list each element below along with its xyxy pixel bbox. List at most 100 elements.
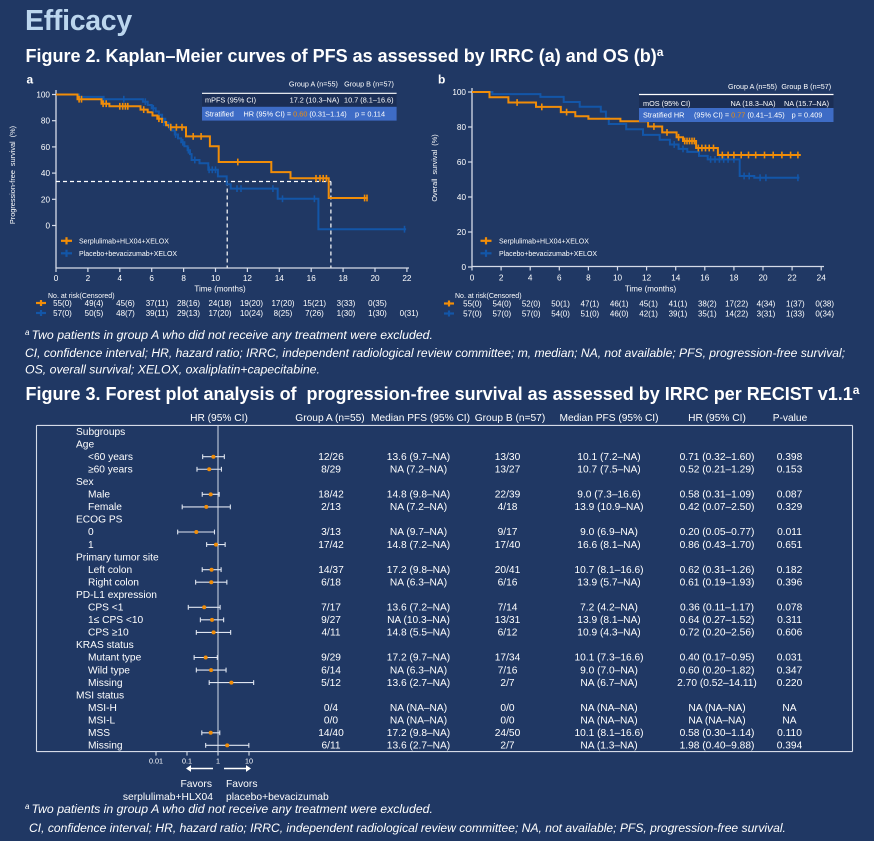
svg-text:NA (7.2–NA): NA (7.2–NA) — [390, 464, 447, 475]
svg-text:20: 20 — [758, 274, 768, 283]
svg-text:0.087: 0.087 — [777, 490, 803, 501]
svg-text:4: 4 — [118, 274, 123, 283]
svg-text:6/14: 6/14 — [321, 665, 341, 676]
svg-text:24: 24 — [817, 274, 827, 283]
svg-text:16: 16 — [307, 274, 317, 283]
svg-text:Mutant type: Mutant type — [88, 653, 142, 664]
svg-text:7/14: 7/14 — [498, 603, 518, 614]
svg-text:16.6 (8.1–NA): 16.6 (8.1–NA) — [577, 540, 640, 551]
svg-text:Subgroups: Subgroups — [76, 427, 125, 438]
svg-text:0.031: 0.031 — [777, 653, 803, 664]
svg-text:0.52 (0.21–1.29): 0.52 (0.21–1.29) — [680, 464, 755, 475]
svg-text:9.0 (7.3–16.6): 9.0 (7.3–16.6) — [577, 490, 640, 501]
svg-text:10.9 (4.3–NA): 10.9 (4.3–NA) — [577, 628, 640, 639]
svg-text:51(0): 51(0) — [581, 310, 600, 319]
svg-text:8/29: 8/29 — [321, 464, 341, 475]
svg-text:10: 10 — [245, 757, 253, 766]
svg-text:Serplulimab+HLX04+XELOX: Serplulimab+HLX04+XELOX — [499, 239, 589, 246]
svg-text:0.61 (0.19–1.93): 0.61 (0.19–1.93) — [680, 577, 755, 588]
svg-text:50(1): 50(1) — [551, 300, 570, 309]
svg-text:13/31: 13/31 — [495, 615, 521, 626]
svg-text:No. at risk(Censored): No. at risk(Censored) — [455, 293, 522, 300]
svg-text:17.2 (9.8–NA): 17.2 (9.8–NA) — [387, 565, 450, 576]
svg-text:13/27: 13/27 — [495, 464, 521, 475]
svg-text:13/30: 13/30 — [495, 452, 521, 463]
svg-text:1: 1 — [88, 540, 94, 551]
svg-text:0.62 (0.31–1.26): 0.62 (0.31–1.26) — [680, 565, 755, 576]
svg-text:17/34: 17/34 — [495, 653, 521, 664]
svg-text:0.078: 0.078 — [777, 603, 803, 614]
svg-text:57(0): 57(0) — [522, 310, 541, 319]
svg-text:CPS ≥10: CPS ≥10 — [88, 628, 129, 639]
svg-text:1≤ CPS <10: 1≤ CPS <10 — [88, 615, 143, 626]
svg-text:NA (10.3–NA): NA (10.3–NA) — [387, 615, 450, 626]
svg-text:0.394: 0.394 — [777, 741, 803, 752]
svg-text:ECOG PS: ECOG PS — [76, 515, 123, 526]
svg-text:24/50: 24/50 — [495, 728, 521, 739]
svg-text:Missing: Missing — [88, 678, 123, 689]
svg-text:46(0): 46(0) — [610, 310, 629, 319]
svg-text:17/42: 17/42 — [318, 540, 344, 551]
svg-text:0.398: 0.398 — [777, 452, 803, 463]
svg-text:1.98 (0.40–9.88): 1.98 (0.40–9.88) — [680, 741, 755, 752]
svg-text:19(20): 19(20) — [240, 299, 263, 308]
svg-text:7/16: 7/16 — [498, 665, 518, 676]
svg-text:100: 100 — [452, 88, 466, 97]
svg-text:47(1): 47(1) — [581, 300, 600, 309]
svg-text:29(13): 29(13) — [177, 309, 200, 318]
svg-text:3(31): 3(31) — [757, 310, 776, 319]
svg-text:NA (9.7–NA): NA (9.7–NA) — [390, 527, 447, 538]
svg-text:1(33): 1(33) — [786, 310, 805, 319]
svg-text:mPFS (95% CI): mPFS (95% CI) — [205, 95, 256, 104]
svg-text:10: 10 — [613, 274, 623, 283]
svg-text:Male: Male — [88, 490, 110, 501]
svg-text:0.329: 0.329 — [777, 502, 803, 513]
svg-text:0: 0 — [45, 222, 50, 231]
svg-text:10.1 (7.2–NA): 10.1 (7.2–NA) — [577, 452, 640, 463]
svg-text:0.58 (0.30–1.14): 0.58 (0.30–1.14) — [680, 728, 755, 739]
svg-text:1(30): 1(30) — [368, 309, 387, 318]
svg-text:Placebo+bevacizumab+XELOX: Placebo+bevacizumab+XELOX — [499, 251, 597, 258]
svg-text:60: 60 — [41, 143, 51, 152]
svg-text:1: 1 — [216, 757, 220, 766]
svg-text:20: 20 — [41, 195, 51, 204]
svg-text:12: 12 — [243, 274, 253, 283]
svg-text:NA (NA–NA): NA (NA–NA) — [688, 703, 745, 714]
svg-text:Female: Female — [88, 502, 122, 513]
svg-text:49(4): 49(4) — [85, 299, 104, 308]
svg-text:18: 18 — [729, 274, 739, 283]
svg-text:4/11: 4/11 — [321, 628, 340, 639]
svg-text:No. at risk(Censored): No. at risk(Censored) — [48, 293, 115, 300]
svg-text:24(18): 24(18) — [208, 299, 231, 308]
svg-text:4: 4 — [528, 274, 533, 283]
svg-text:9/17: 9/17 — [498, 527, 518, 538]
svg-text:<60 years: <60 years — [88, 452, 133, 463]
svg-text:Group A (n=55): Group A (n=55) — [295, 413, 364, 424]
svg-text:2/7: 2/7 — [500, 741, 514, 752]
svg-text:Time (months): Time (months) — [194, 285, 246, 294]
svg-text:NA (NA–NA): NA (NA–NA) — [580, 703, 637, 714]
svg-text:55(0): 55(0) — [463, 300, 482, 309]
svg-text:0(38): 0(38) — [815, 300, 834, 309]
svg-text:0.153: 0.153 — [777, 464, 803, 475]
svg-text:0: 0 — [470, 274, 475, 283]
svg-text:0.651: 0.651 — [777, 540, 803, 551]
svg-text:14/37: 14/37 — [318, 565, 344, 576]
svg-text:13.9 (5.7–NA): 13.9 (5.7–NA) — [577, 577, 640, 588]
svg-text:42(1): 42(1) — [639, 310, 658, 319]
svg-text:0.110: 0.110 — [777, 728, 802, 739]
svg-text:17.2 (9.8–NA): 17.2 (9.8–NA) — [387, 728, 450, 739]
svg-text:8(25): 8(25) — [274, 309, 293, 318]
svg-text:13.9 (8.1–NA): 13.9 (8.1–NA) — [577, 615, 640, 626]
svg-text:0/4: 0/4 — [324, 703, 338, 714]
svg-text:14/40: 14/40 — [318, 728, 344, 739]
svg-text:52(0): 52(0) — [522, 300, 541, 309]
svg-text:serplulimab+HLX04: serplulimab+HLX04 — [123, 792, 213, 803]
svg-text:Median PFS (95% CI): Median PFS (95% CI) — [371, 413, 470, 424]
svg-text:Group B (n=57): Group B (n=57) — [781, 82, 831, 91]
svg-text:0.1: 0.1 — [182, 757, 192, 766]
svg-text:0(31): 0(31) — [400, 309, 419, 318]
svg-text:6/18: 6/18 — [321, 577, 341, 588]
svg-text:50(5): 50(5) — [85, 309, 104, 318]
svg-text:2/7: 2/7 — [500, 678, 514, 689]
